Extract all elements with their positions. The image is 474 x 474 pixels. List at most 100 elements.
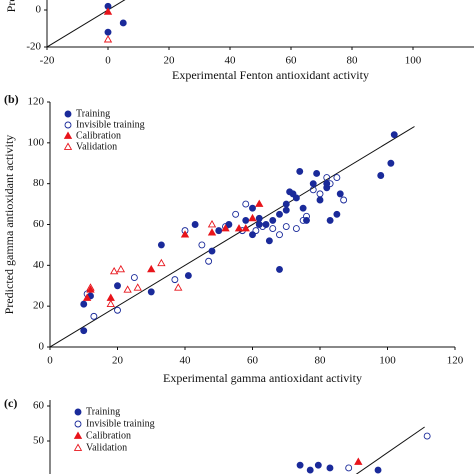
x-axis-label: Experimental gamma antioxidant activity bbox=[163, 371, 362, 385]
marker bbox=[340, 196, 348, 204]
marker bbox=[221, 224, 230, 232]
x-tick-label: 60 bbox=[286, 55, 298, 67]
marker bbox=[292, 225, 300, 233]
marker bbox=[313, 170, 321, 177]
marker bbox=[157, 258, 166, 267]
x-tick-label: 80 bbox=[315, 355, 327, 367]
x-tick-label: 120 bbox=[447, 355, 464, 367]
marker bbox=[208, 247, 216, 255]
marker bbox=[248, 213, 257, 222]
marker bbox=[306, 466, 314, 474]
y-tick-label: 60 bbox=[33, 400, 45, 412]
x-tick-label: 40 bbox=[225, 55, 237, 67]
identity-line bbox=[355, 426, 425, 474]
y-tick-label: 80 bbox=[33, 177, 45, 189]
legend-marker bbox=[63, 142, 73, 150]
marker bbox=[326, 216, 334, 224]
marker bbox=[249, 231, 256, 239]
marker bbox=[106, 293, 115, 301]
marker bbox=[255, 221, 263, 228]
marker bbox=[157, 241, 165, 249]
marker bbox=[86, 283, 95, 291]
marker bbox=[147, 288, 155, 296]
y-tick-label: 0 bbox=[36, 4, 42, 16]
marker bbox=[374, 466, 382, 474]
marker bbox=[265, 237, 273, 245]
marker bbox=[299, 216, 307, 224]
marker bbox=[255, 214, 263, 222]
marker bbox=[104, 28, 112, 36]
panel-label: (b) bbox=[4, 92, 19, 106]
legend-label: Invisible training bbox=[76, 119, 145, 130]
marker bbox=[316, 190, 324, 198]
marker bbox=[316, 196, 324, 204]
marker bbox=[114, 282, 121, 290]
x-tick-label: 100 bbox=[405, 55, 422, 67]
marker bbox=[249, 204, 256, 212]
y-tick-label: 20 bbox=[33, 300, 45, 312]
marker bbox=[86, 285, 95, 293]
legend-marker bbox=[74, 420, 82, 428]
x-tick-label: 60 bbox=[247, 355, 259, 367]
x-tick-label: 0 bbox=[105, 55, 111, 67]
marker bbox=[309, 180, 317, 188]
marker bbox=[326, 180, 334, 188]
panel: 0 20 40 60 80 100 120 0 20 40 60 80 100 120 Experiment… bbox=[2, 92, 464, 385]
legend-label: Calibration bbox=[86, 430, 131, 441]
marker bbox=[292, 194, 300, 202]
x-axis-label: Experimental Fenton antioxidant activity bbox=[172, 68, 369, 82]
marker bbox=[198, 241, 206, 249]
marker bbox=[333, 210, 341, 218]
x-tick-label: 20 bbox=[164, 55, 176, 67]
x-tick-label: 0 bbox=[47, 355, 53, 367]
marker bbox=[303, 212, 310, 220]
legend-label: Training bbox=[86, 406, 120, 417]
marker bbox=[82, 293, 92, 301]
marker bbox=[191, 221, 199, 228]
marker bbox=[282, 223, 290, 230]
marker bbox=[207, 219, 217, 228]
marker bbox=[282, 200, 290, 208]
marker bbox=[314, 461, 322, 469]
marker bbox=[269, 216, 277, 224]
marker bbox=[423, 432, 431, 440]
marker bbox=[377, 172, 385, 179]
marker bbox=[296, 167, 304, 175]
plot-area bbox=[50, 126, 415, 347]
legend-label: Invisible training bbox=[86, 418, 155, 429]
legend-label: Validation bbox=[86, 442, 127, 453]
legend-marker bbox=[64, 121, 72, 129]
panel: -20 0 20 40 60 80 100 -20 0 Experimental Fenton a… bbox=[4, 0, 474, 82]
marker bbox=[345, 464, 353, 472]
y-tick-label: 100 bbox=[28, 136, 45, 148]
marker bbox=[296, 461, 304, 469]
marker bbox=[171, 276, 179, 284]
legend-label: Calibration bbox=[76, 130, 121, 141]
marker bbox=[119, 19, 127, 27]
marker bbox=[276, 210, 283, 218]
marker bbox=[326, 464, 334, 472]
marker bbox=[269, 225, 277, 233]
y-tick-label: 60 bbox=[33, 218, 45, 230]
identity-line bbox=[50, 126, 415, 347]
panel-label: (c) bbox=[4, 396, 17, 410]
marker bbox=[174, 283, 183, 291]
marker bbox=[255, 199, 264, 207]
marker bbox=[205, 257, 213, 265]
y-tick-label: 50 bbox=[33, 435, 45, 447]
legend-label: Validation bbox=[76, 141, 117, 152]
marker bbox=[106, 299, 115, 307]
legend-marker bbox=[73, 443, 83, 451]
y-axis-label: Predicted gamma antioxidant activity bbox=[2, 135, 16, 315]
marker bbox=[262, 221, 270, 228]
marker bbox=[241, 224, 250, 232]
marker bbox=[180, 230, 190, 238]
marker bbox=[242, 216, 250, 224]
plot-area bbox=[296, 426, 431, 474]
marker bbox=[259, 223, 267, 230]
legend-marker bbox=[73, 431, 83, 439]
marker bbox=[133, 283, 142, 291]
marker bbox=[252, 227, 260, 235]
